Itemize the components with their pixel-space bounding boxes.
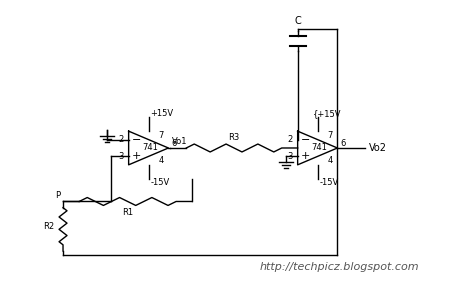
Text: 7: 7 — [158, 131, 164, 140]
Text: −: − — [132, 135, 141, 145]
Text: 3: 3 — [118, 152, 124, 161]
Text: Vo1: Vo1 — [173, 136, 188, 146]
Text: +: + — [132, 151, 141, 161]
Text: 4: 4 — [158, 156, 164, 165]
Text: 2: 2 — [287, 135, 292, 144]
Text: 741: 741 — [143, 143, 158, 153]
Text: 6: 6 — [172, 138, 177, 148]
Text: http://techpicz.blogspot.com: http://techpicz.blogspot.com — [260, 262, 419, 272]
Text: 7: 7 — [328, 131, 333, 140]
Text: R3: R3 — [228, 133, 240, 142]
Text: R1: R1 — [122, 208, 133, 217]
Text: {+15V: {+15V — [312, 109, 341, 118]
Text: 4: 4 — [328, 156, 333, 165]
Text: -15V: -15V — [319, 178, 339, 187]
Text: +15V: +15V — [151, 109, 173, 118]
Text: C: C — [294, 16, 301, 26]
Text: Vo2: Vo2 — [369, 143, 387, 153]
Text: −: − — [301, 135, 310, 145]
Text: R2: R2 — [44, 222, 55, 231]
Text: 2: 2 — [118, 135, 124, 144]
Text: 3: 3 — [287, 152, 292, 161]
Text: P: P — [55, 191, 60, 200]
Text: -15V: -15V — [151, 178, 170, 187]
Text: 6: 6 — [340, 138, 346, 148]
Text: 741: 741 — [311, 143, 328, 153]
Text: +: + — [301, 151, 310, 161]
